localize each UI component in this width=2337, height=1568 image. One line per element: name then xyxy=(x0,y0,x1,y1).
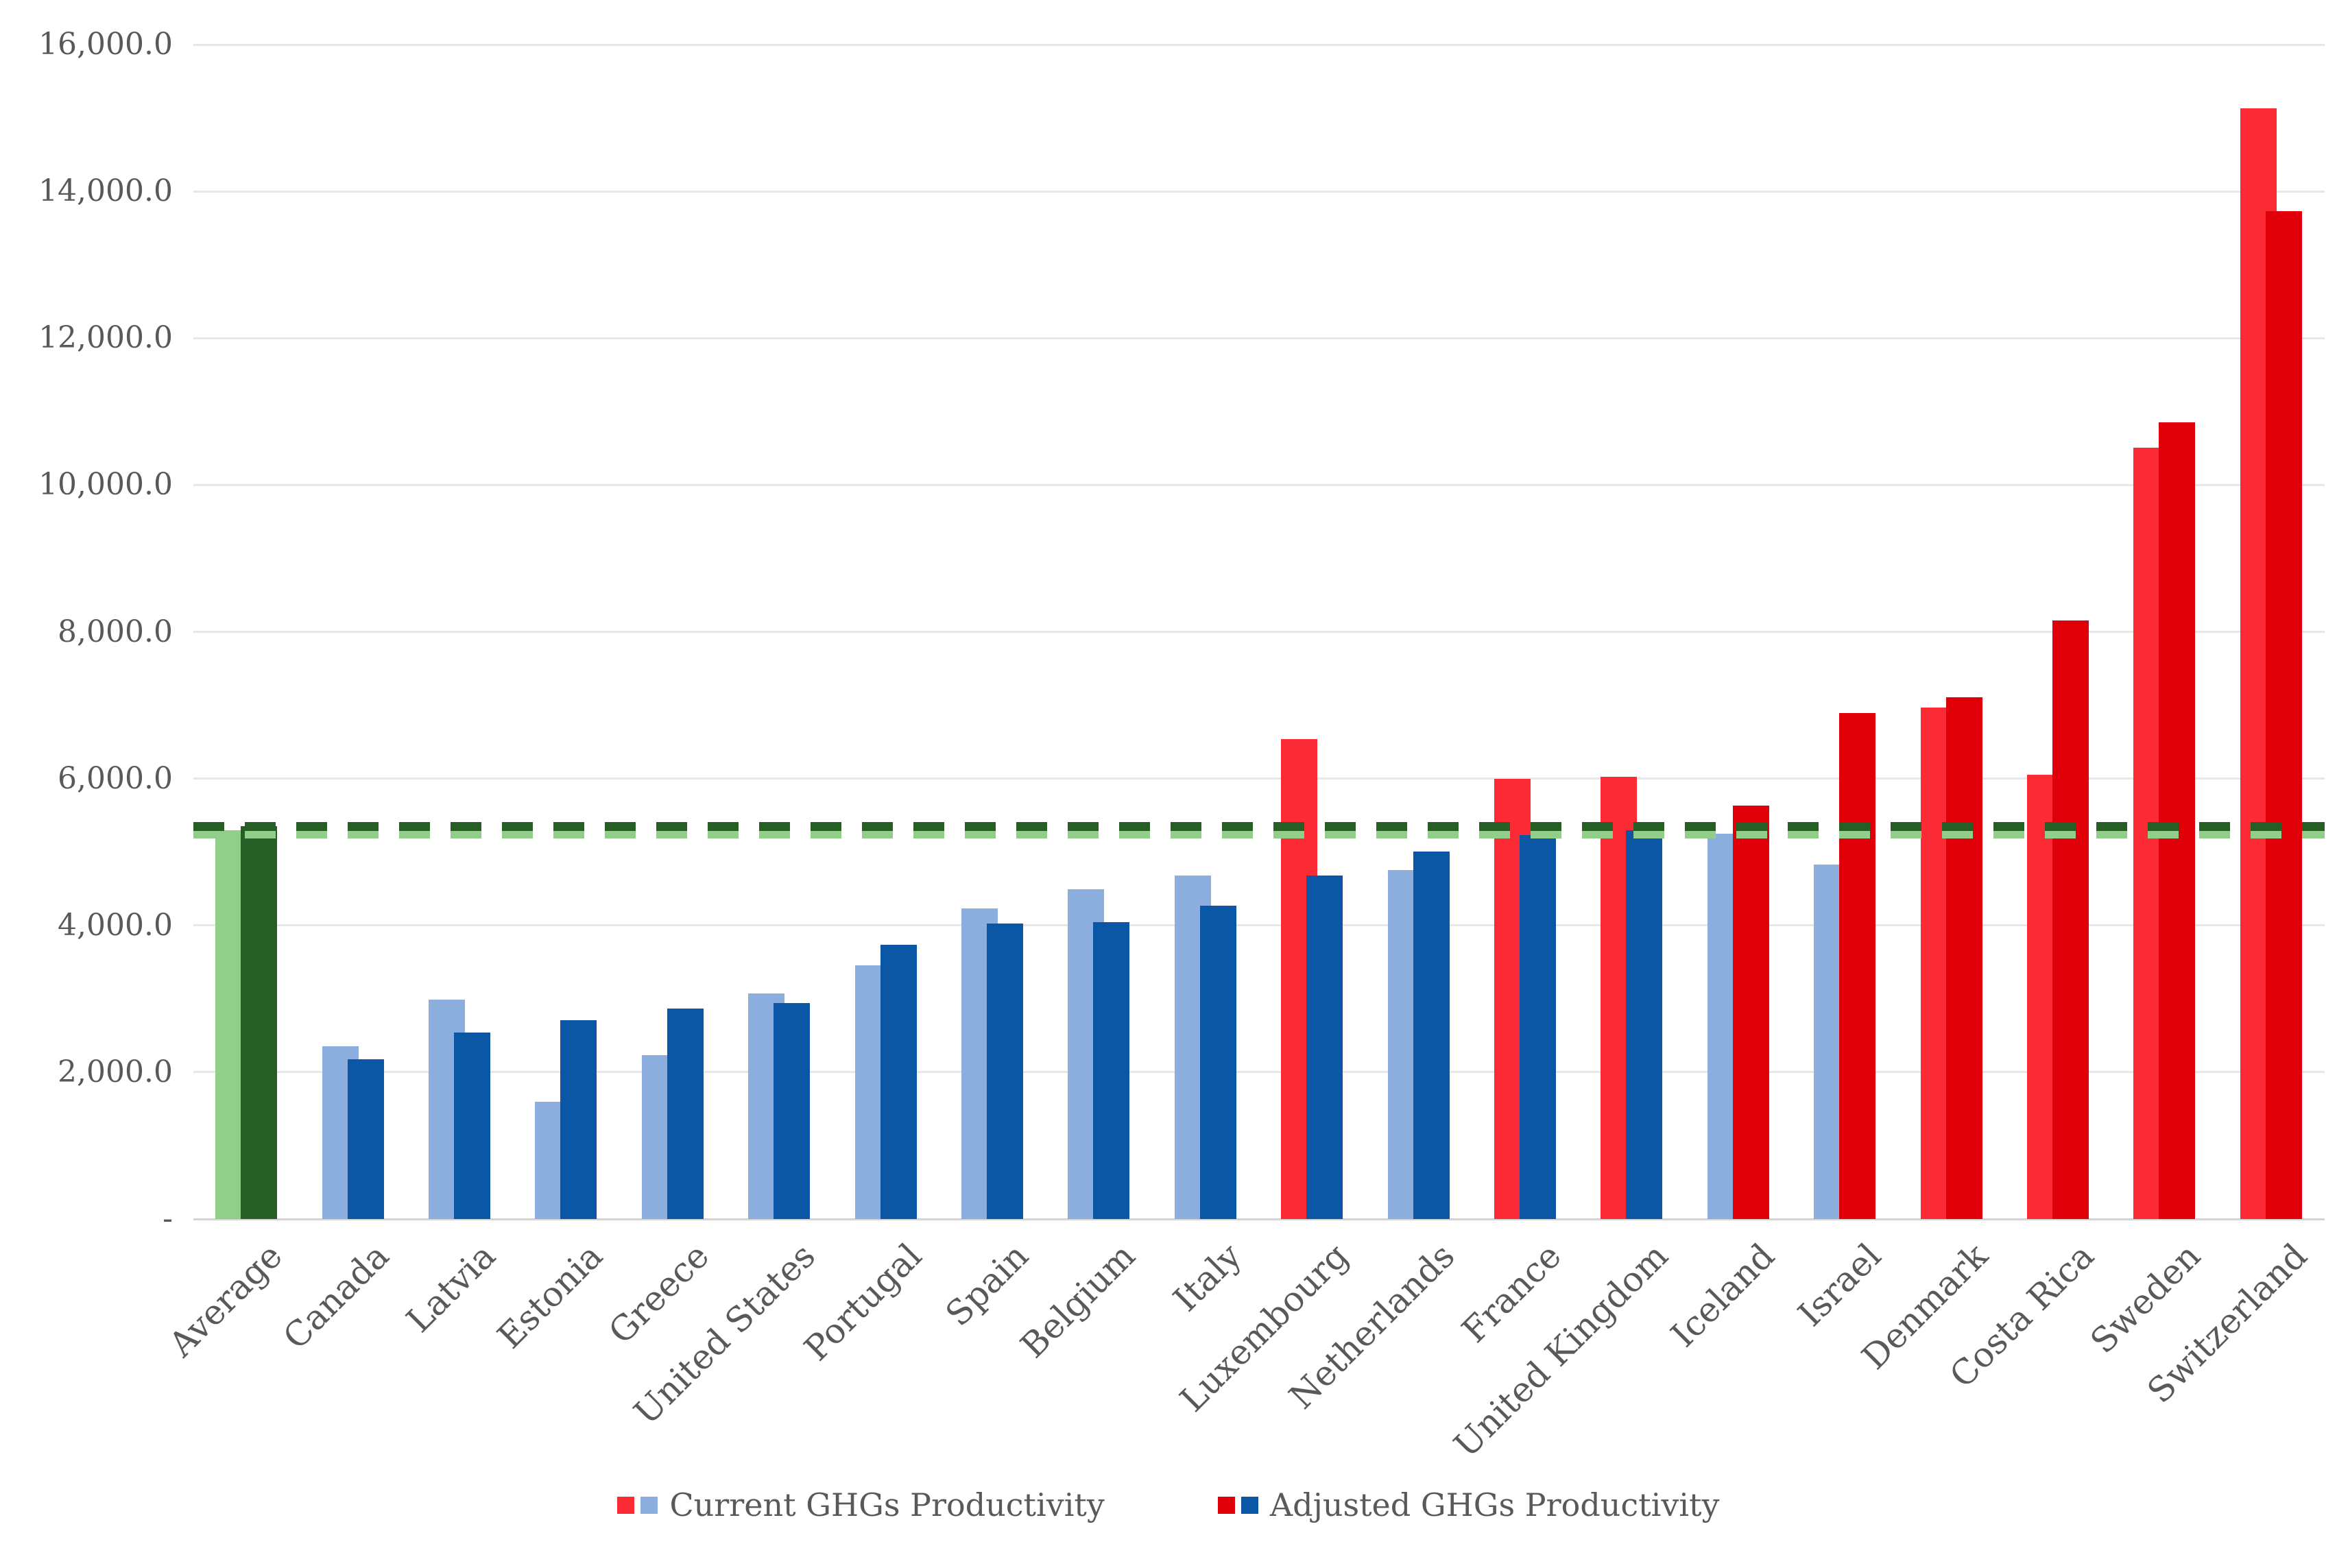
gridline-8000 xyxy=(193,631,2325,633)
y-tick-label-12000: 12,000.0 xyxy=(38,320,173,356)
x-category-label-israel: Israel xyxy=(1790,1235,1889,1334)
x-category-label-latvia: Latvia xyxy=(398,1235,504,1340)
x-axis-line xyxy=(193,1218,2325,1220)
gridline-16000 xyxy=(193,43,2325,46)
x-category-label-iceland: Iceland xyxy=(1663,1235,1782,1355)
legend-swatch-adjusted-darkblue xyxy=(1241,1496,1258,1514)
legend-label-current: Current GHGs Productivity xyxy=(669,1486,1105,1523)
bar-adjusted-israel xyxy=(1839,713,1876,1219)
bar-adjusted-average xyxy=(241,826,278,1219)
x-category-label-italy: Italy xyxy=(1166,1235,1249,1320)
y-tick-label-14000: 14,000.0 xyxy=(38,173,173,209)
legend-swatch-adjusted-darkred xyxy=(1217,1496,1235,1514)
y-tick-label-6000: 6,000.0 xyxy=(58,760,173,796)
x-category-label-belgium: Belgium xyxy=(1013,1235,1143,1366)
bar-adjusted-portugal xyxy=(880,944,917,1219)
gridline-6000 xyxy=(193,777,2325,780)
bar-adjusted-belgium xyxy=(1093,922,1130,1219)
legend-label-adjusted: Adjusted GHGs Productivity xyxy=(1269,1486,1720,1523)
y-tick-label-10000: 10,000.0 xyxy=(38,467,173,503)
gridline-2000 xyxy=(193,1071,2325,1074)
bar-adjusted-netherlands xyxy=(1413,851,1450,1219)
plot-area xyxy=(193,0,2325,1220)
legend-swatch-current-lightblue xyxy=(640,1496,658,1514)
bar-adjusted-luxembourg xyxy=(1306,875,1343,1219)
gridline-14000 xyxy=(193,190,2325,193)
bar-adjusted-france xyxy=(1520,835,1556,1219)
x-category-label-canada: Canada xyxy=(275,1235,397,1358)
gridline-10000 xyxy=(193,483,2325,486)
bar-adjusted-spain xyxy=(987,923,1023,1219)
bar-adjusted-united-states xyxy=(774,1003,811,1219)
bar-adjusted-latvia xyxy=(454,1033,490,1219)
gridline-4000 xyxy=(193,924,2325,927)
legend-swatch-current-red xyxy=(617,1496,635,1514)
x-category-label-estonia: Estonia xyxy=(489,1235,610,1357)
y-tick-label-16000: 16,000.0 xyxy=(38,27,173,62)
bar-adjusted-estonia xyxy=(560,1020,597,1219)
bar-adjusted-costa-rica xyxy=(2052,620,2089,1219)
gridline-12000 xyxy=(193,337,2325,339)
average-line-adjusted xyxy=(193,821,2325,831)
bar-adjusted-canada xyxy=(347,1059,384,1219)
y-tick-label-8000: 8,000.0 xyxy=(58,614,173,649)
x-category-label-united-states: United States xyxy=(626,1235,824,1433)
average-line-current xyxy=(193,830,2325,839)
bar-adjusted-united-kingdom xyxy=(1626,830,1663,1219)
legend: Current GHGs Productivity Adjusted GHGs … xyxy=(0,1486,2337,1523)
legend-item-adjusted: Adjusted GHGs Productivity xyxy=(1217,1486,1720,1523)
x-category-label-average: Average xyxy=(161,1235,291,1365)
bar-adjusted-iceland xyxy=(1732,806,1769,1219)
bar-adjusted-sweden xyxy=(2159,422,2196,1219)
x-category-label-spain: Spain xyxy=(938,1235,1037,1334)
bar-adjusted-greece xyxy=(667,1008,704,1219)
y-tick-label-4000: 4,000.0 xyxy=(58,907,173,943)
bar-adjusted-italy xyxy=(1199,905,1236,1219)
x-category-label-portugal: Portugal xyxy=(797,1235,930,1369)
bar-adjusted-switzerland xyxy=(2265,211,2302,1219)
y-tick-label-2000: 2,000.0 xyxy=(58,1054,173,1089)
y-tick-label-0: - xyxy=(163,1201,173,1236)
legend-item-current: Current GHGs Productivity xyxy=(617,1486,1105,1523)
bar-adjusted-denmark xyxy=(1945,697,1982,1219)
